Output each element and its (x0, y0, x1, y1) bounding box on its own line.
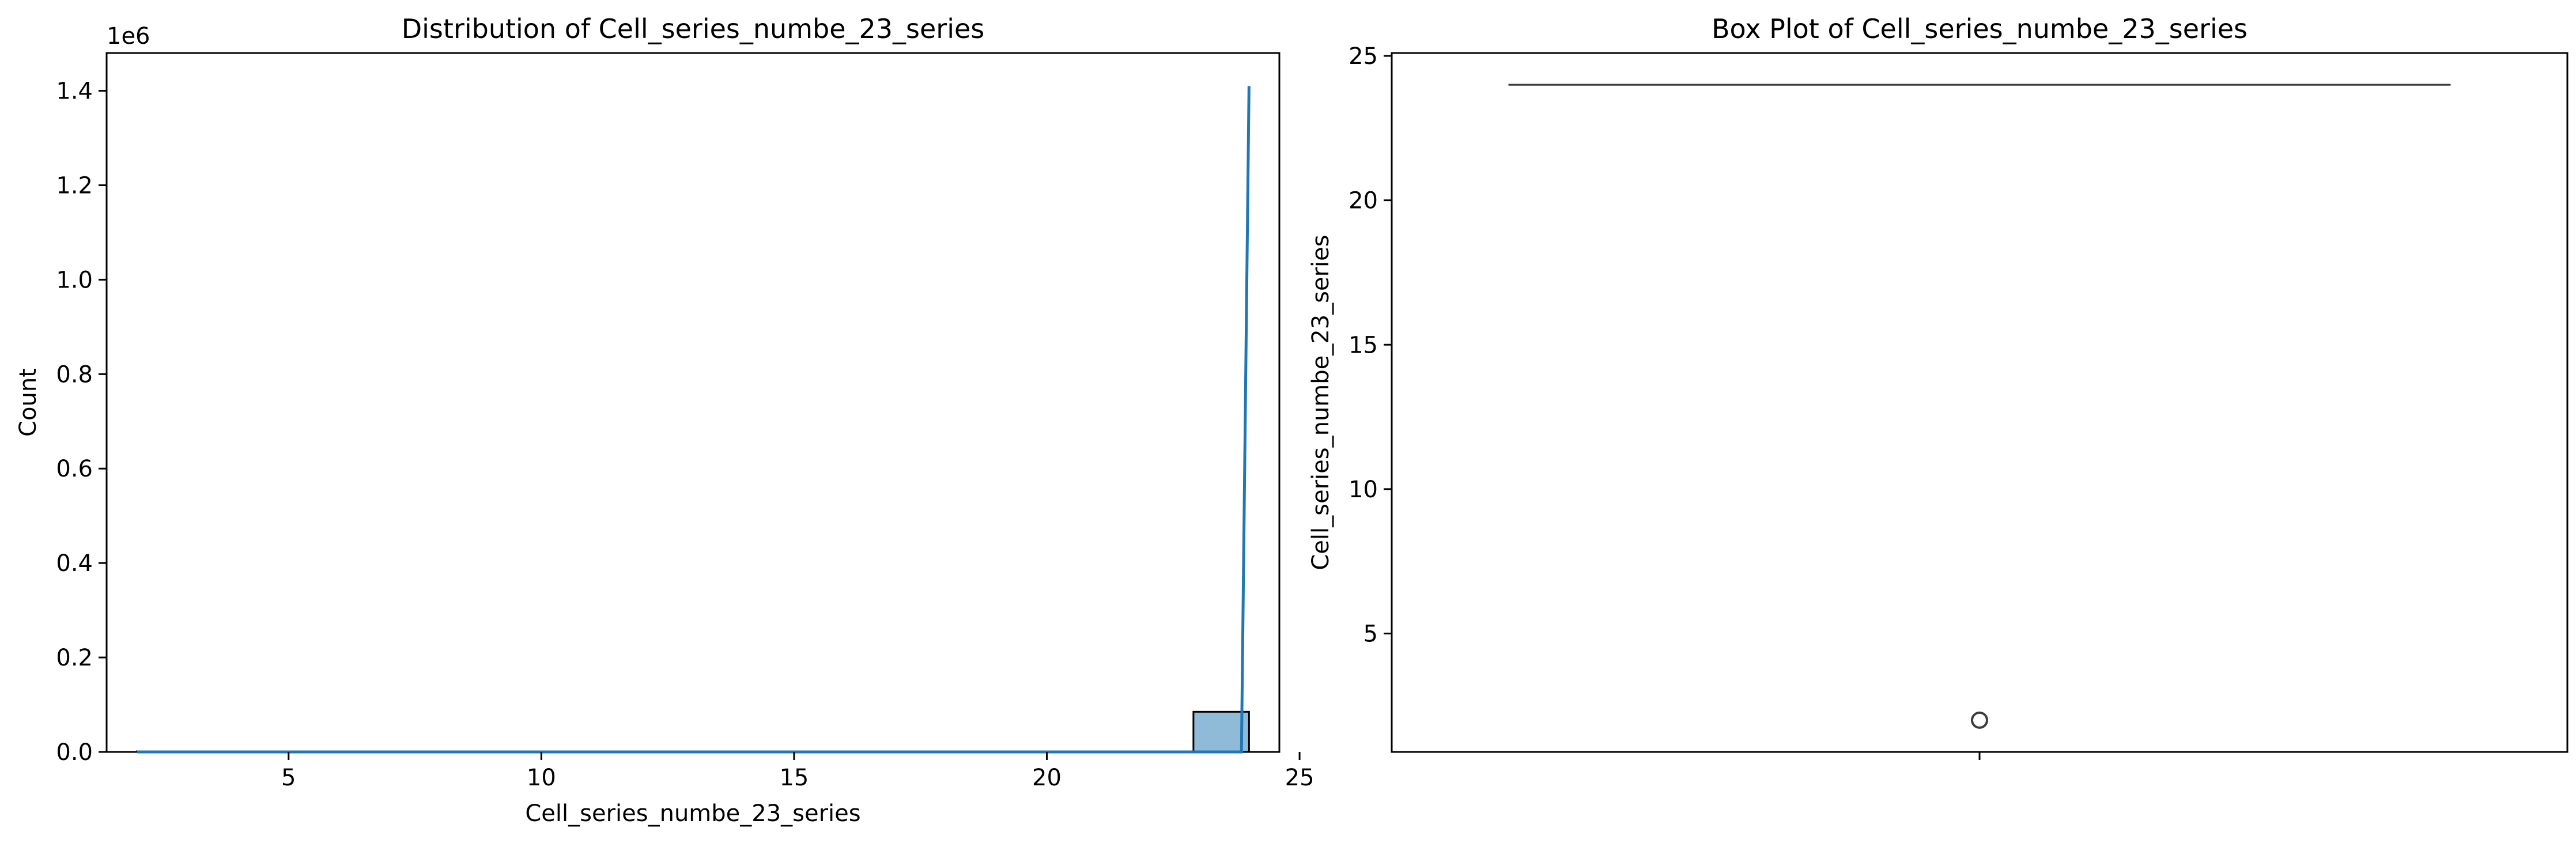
boxplot-y-tick-label-2: 15 (1349, 332, 1378, 358)
histogram-y-offset-label: 1e6 (107, 23, 150, 50)
histogram-y-tick-label-6: 1.2 (56, 172, 93, 199)
boxplot-y-tick-label-4: 25 (1349, 43, 1378, 70)
histogram-panel: 5 10 15 20 25 0.0 0.2 0.4 0.6 0.8 1.0 1.2 1.4 Distr… (15, 13, 1315, 827)
histogram-bars (137, 712, 1249, 752)
histogram-title: Distribution of Cell_series_numbe_23_ser… (402, 13, 985, 44)
boxplot-marks (1509, 85, 2450, 728)
histogram-x-tick-label-1: 10 (527, 765, 556, 791)
histogram-x-tick-label-0: 5 (281, 765, 296, 791)
histogram-kde (137, 86, 1249, 752)
histogram-y-tick-label-0: 0.0 (56, 739, 93, 766)
histogram-x-ticks: 5 10 15 20 25 (281, 752, 1314, 791)
boxplot-y-tick-label-0: 5 (1363, 621, 1378, 647)
histogram-x-tick-label-3: 20 (1032, 765, 1062, 791)
histogram-x-tick-label-2: 15 (779, 765, 809, 791)
histogram-y-tick-label-3: 0.6 (56, 456, 93, 482)
histogram-plot-area (107, 53, 1279, 752)
histogram-kde-line (137, 86, 1249, 752)
boxplot-y-tick-label-3: 20 (1349, 188, 1378, 214)
histogram-x-tick-label-4: 25 (1285, 765, 1315, 791)
histogram-y-tick-label-1: 0.2 (56, 645, 93, 671)
histogram-y-ticks: 0.0 0.2 0.4 0.6 0.8 1.0 1.2 1.4 (56, 78, 107, 766)
histogram-y-tick-label-2: 0.4 (56, 550, 93, 577)
boxplot-y-tick-label-1: 10 (1349, 477, 1378, 503)
histogram-x-axis-label: Cell_series_numbe_23_series (525, 800, 860, 827)
boxplot-plot-area (1392, 53, 2567, 752)
histogram-y-tick-label-4: 0.8 (56, 361, 93, 388)
boxplot-outlier-0 (1972, 713, 1987, 728)
boxplot-panel: 5 10 15 20 25 Box Plot of Cell_series_numbe_… (1308, 13, 2567, 760)
histogram-y-tick-label-5: 1.0 (56, 267, 93, 293)
boxplot-title: Box Plot of Cell_series_numbe_23_series (1712, 13, 2248, 44)
histogram-y-tick-label-7: 1.4 (56, 78, 93, 105)
histogram-y-axis-label: Count (15, 368, 41, 437)
boxplot-y-axis-label: Cell_series_numbe_23_series (1308, 235, 1334, 570)
boxplot-y-ticks: 5 10 15 20 25 (1349, 43, 1392, 647)
